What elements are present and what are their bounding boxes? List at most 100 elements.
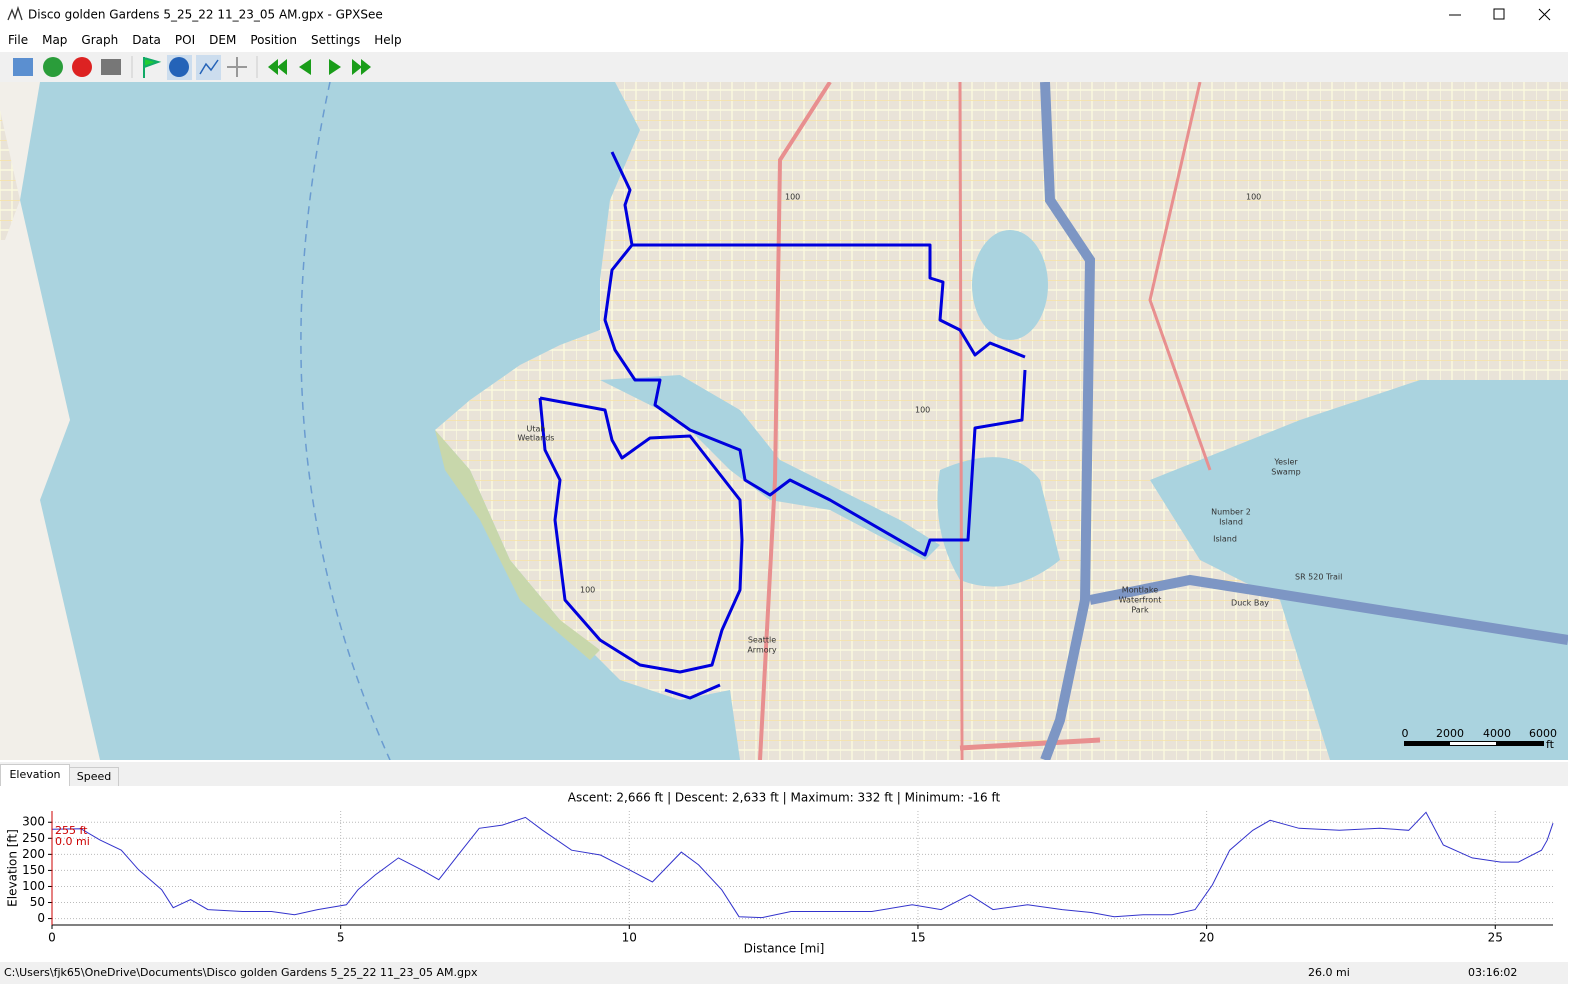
lake-washington: [1150, 380, 1568, 760]
tab[interactable]: Speed: [69, 767, 119, 787]
land-east: [1380, 180, 1568, 330]
menu-item[interactable]: POI: [174, 33, 196, 47]
first-button[interactable]: [268, 59, 287, 75]
fullscreen-button[interactable]: [227, 57, 247, 77]
close[interactable]: [1538, 8, 1551, 21]
map-label: Yesler: [1273, 458, 1298, 467]
last-button[interactable]: [352, 59, 371, 75]
green-lake: [972, 230, 1048, 340]
marker-elevation: 255 ft: [55, 824, 88, 837]
map-label: SR 520 Trail: [1295, 573, 1342, 582]
tab[interactable]: Elevation: [0, 764, 70, 787]
map-button[interactable]: [169, 57, 189, 77]
map-label: Number 2: [1211, 508, 1251, 517]
scale-unit: ft: [1546, 738, 1555, 751]
status-time: 03:16:02: [1468, 966, 1518, 979]
scale-bar: 0 2000 4000 6000 ft: [1402, 727, 1558, 751]
road: [1148, 82, 1212, 471]
marker-distance: 0.0 mi: [55, 835, 90, 848]
prev-button[interactable]: [299, 59, 311, 75]
scale-label: 2000: [1436, 727, 1464, 740]
x-tick-label: 5: [337, 931, 345, 945]
menu-item[interactable]: Graph: [81, 33, 119, 47]
app-icon: [7, 5, 23, 21]
map-label: Swamp: [1271, 468, 1300, 477]
menu-item[interactable]: Help: [374, 33, 402, 47]
y-axis-label: Elevation [ft]: [6, 829, 20, 907]
menu-item[interactable]: Position: [250, 33, 298, 47]
x-tick-label: 20: [1199, 931, 1214, 945]
menu-item[interactable]: DEM: [209, 33, 237, 47]
scale-label: 4000: [1483, 727, 1511, 740]
map-label: 100: [785, 193, 800, 202]
map-labels: Utah Wetlands Seattle Armory Montlake Wa…: [518, 193, 1343, 655]
menu-item[interactable]: File: [8, 33, 29, 47]
close-file-button[interactable]: [72, 57, 92, 77]
map-label: Seattle: [748, 636, 776, 645]
y-tick-label: 300: [22, 815, 45, 829]
y-tick-label: 150: [22, 863, 45, 877]
x-axis-label: Distance [mi]: [744, 942, 825, 956]
highway: [1089, 574, 1568, 645]
next-button[interactable]: [329, 59, 341, 75]
menu-item[interactable]: Map: [42, 33, 68, 47]
menu-item[interactable]: Data: [132, 33, 161, 47]
track: [538, 151, 1027, 700]
maximize[interactable]: [1493, 8, 1505, 20]
map-label: 100: [1246, 193, 1261, 202]
scale-label: 0: [1402, 727, 1409, 740]
toolbar-icons: [13, 55, 371, 80]
y-tick-label: 250: [22, 831, 45, 845]
poi-button[interactable]: [143, 57, 162, 78]
map-label: Duck Bay: [1231, 599, 1269, 608]
toolbar: [0, 52, 1568, 82]
graph-panel: Ascent: 2,666 ft | Descent: 2,633 ft | M…: [0, 786, 1568, 962]
map-label: Utah: [527, 425, 546, 434]
road: [959, 737, 1101, 751]
road: [758, 82, 832, 760]
y-tick-label: 50: [30, 895, 45, 909]
ferry-route: [300, 82, 391, 760]
open-button[interactable]: [13, 58, 33, 76]
status-path: C:\Users\fjk65\OneDrive\Documents\Disco …: [4, 966, 478, 979]
map-label: 100: [915, 406, 930, 415]
reload-button[interactable]: [43, 57, 63, 77]
map-label: Island: [1213, 535, 1237, 544]
elevation-chart: Ascent: 2,666 ft | Descent: 2,633 ft | M…: [6, 791, 1554, 956]
status-bar: C:\Users\fjk65\OneDrive\Documents\Disco …: [0, 962, 1568, 984]
map-label: 100: [580, 586, 595, 595]
menu-item[interactable]: Settings: [311, 33, 361, 47]
road: [958, 82, 964, 760]
status-distance: 26.0 mi: [1308, 966, 1350, 979]
title-icons: Disco golden Gardens 5_25_22 11_23_05 AM…: [7, 5, 1551, 22]
land-west: [0, 82, 100, 760]
map-label: Montlake: [1122, 586, 1158, 595]
x-tick-label: 25: [1488, 931, 1503, 945]
highway: [1040, 82, 1096, 760]
lake-union: [937, 457, 1060, 587]
x-tick-label: 15: [910, 931, 925, 945]
map-label: Island: [1219, 518, 1243, 527]
graph-summary: Ascent: 2,666 ft | Descent: 2,633 ft | M…: [568, 791, 1001, 805]
scale-bar-white: [1450, 742, 1496, 745]
map-label: Armory: [747, 646, 777, 655]
map-label: Wetlands: [518, 434, 555, 443]
y-tick-label: 200: [22, 847, 45, 861]
elevation-line: [51, 811, 1554, 919]
window-title: Disco golden Gardens 5_25_22 11_23_05 AM…: [28, 8, 383, 22]
tab-bar: Elevation Speed: [0, 762, 1568, 787]
print-button[interactable]: [101, 59, 121, 75]
map-label: Waterfront: [1119, 596, 1162, 605]
menu-bar: File Map Graph Data POI DEM Position Settings He…: [0, 30, 1568, 52]
map[interactable]: Utah Wetlands Seattle Armory Montlake Wa…: [0, 82, 1568, 760]
title-bar: Disco golden Gardens 5_25_22 11_23_05 AM…: [0, 0, 1568, 30]
y-tick-label: 0: [37, 911, 45, 925]
y-tick-label: 100: [22, 879, 45, 893]
park: [435, 430, 600, 660]
x-tick-label: 10: [622, 931, 637, 945]
x-tick-label: 0: [48, 931, 56, 945]
graph-button[interactable]: [199, 59, 219, 75]
scale-label: 6000: [1529, 727, 1557, 740]
land-west-streets: [0, 110, 20, 240]
